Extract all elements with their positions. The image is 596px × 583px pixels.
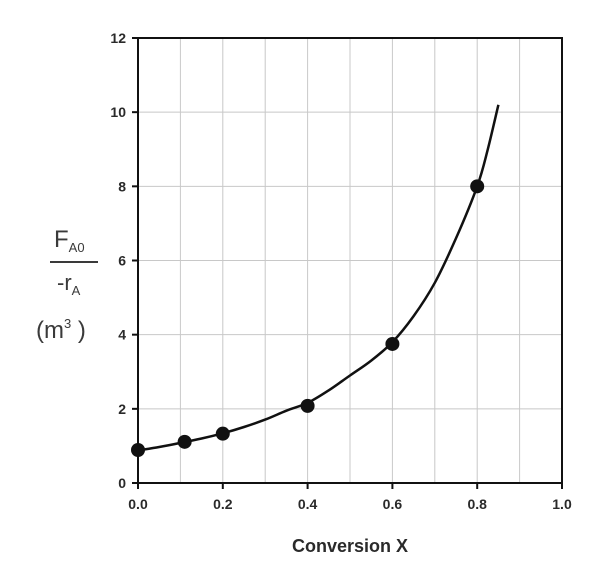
y-axis-title: FA0 -rA (m3 ) bbox=[36, 226, 98, 344]
ticks bbox=[132, 37, 563, 489]
data-point bbox=[300, 398, 315, 413]
y-tick-labels: 0 2 4 6 8 10 12 bbox=[110, 30, 126, 491]
y-tick-label: 4 bbox=[118, 327, 126, 343]
y-tick-label: 8 bbox=[118, 178, 126, 194]
x-tick-label: 1.0 bbox=[552, 496, 572, 512]
data-point bbox=[177, 434, 192, 449]
x-tick-labels: 0.0 0.2 0.4 0.6 0.8 1.0 bbox=[128, 496, 572, 512]
y-label-denominator: -rA bbox=[57, 270, 81, 298]
data-point bbox=[470, 179, 485, 194]
y-label-numerator: FA0 bbox=[54, 226, 85, 255]
x-tick-label: 0.2 bbox=[213, 496, 233, 512]
x-tick-label: 0.6 bbox=[383, 496, 403, 512]
y-tick-label: 12 bbox=[110, 30, 126, 46]
data-point bbox=[385, 336, 400, 351]
x-tick-label: 0.0 bbox=[128, 496, 148, 512]
y-tick-label: 0 bbox=[118, 475, 126, 491]
data-points bbox=[131, 179, 485, 457]
y-tick-label: 2 bbox=[118, 401, 126, 417]
y-tick-label: 10 bbox=[110, 104, 126, 120]
grid bbox=[138, 38, 562, 483]
x-axis-title: Conversion X bbox=[292, 536, 408, 556]
x-tick-label: 0.8 bbox=[467, 496, 487, 512]
data-point bbox=[131, 442, 145, 457]
data-point bbox=[215, 426, 230, 441]
y-label-units: (m3 ) bbox=[36, 316, 86, 344]
fit-curve bbox=[137, 104, 500, 452]
x-tick-label: 0.4 bbox=[298, 496, 318, 512]
y-tick-label: 6 bbox=[118, 253, 126, 269]
